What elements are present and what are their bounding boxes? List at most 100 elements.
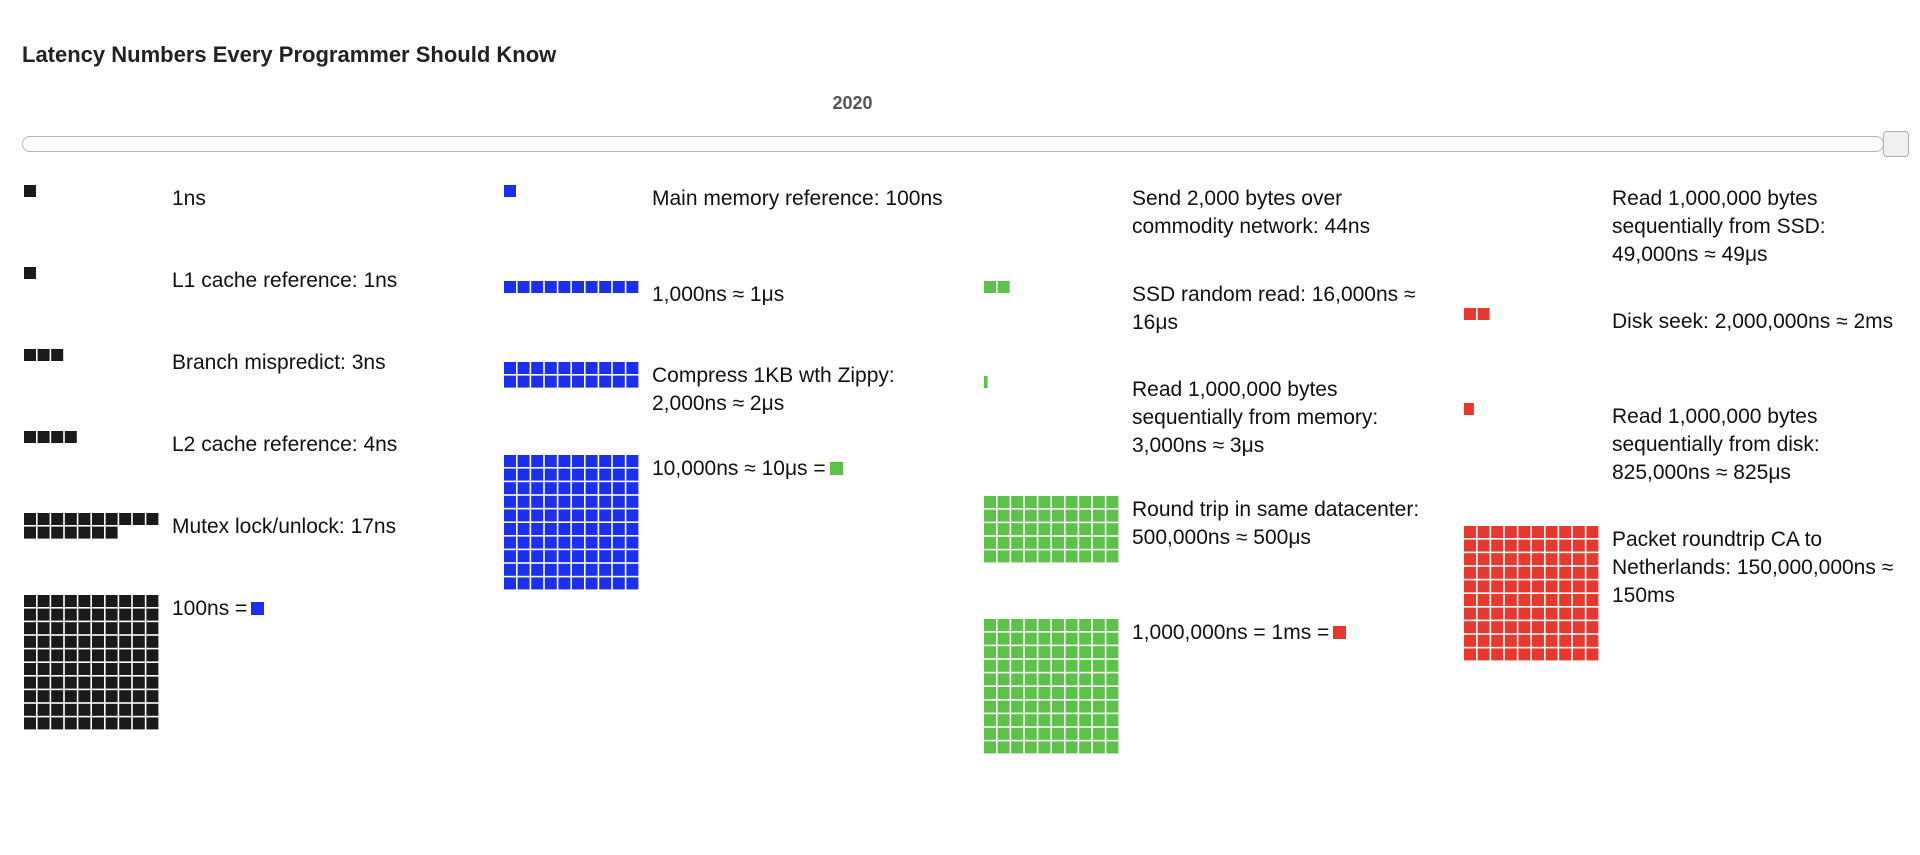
block-unit — [1545, 539, 1558, 552]
block-unit — [37, 608, 50, 621]
block-unit — [1079, 741, 1092, 754]
block-unit — [1011, 741, 1024, 754]
block-unit — [1092, 523, 1105, 536]
block-unit — [1464, 539, 1476, 552]
block-unit — [1011, 700, 1024, 713]
block-unit — [1504, 526, 1517, 538]
block-unit — [531, 468, 544, 481]
block-unit — [1038, 727, 1051, 740]
block-unit — [1477, 539, 1490, 552]
block-unit — [1024, 700, 1037, 713]
block-unit — [1532, 594, 1544, 606]
block-unit — [517, 563, 530, 576]
block-unit — [1024, 509, 1037, 522]
block-unit — [626, 550, 639, 563]
block-unit — [64, 608, 77, 621]
block-unit — [599, 509, 612, 522]
block-unit — [64, 635, 77, 648]
block-unit — [1024, 687, 1037, 699]
block-unit — [146, 608, 159, 621]
block-unit — [132, 595, 145, 607]
block-unit — [612, 550, 625, 563]
block-unit — [1477, 594, 1490, 606]
block-unit — [51, 513, 64, 525]
block-unit — [1504, 607, 1517, 620]
block-unit — [1504, 621, 1517, 634]
block-unit — [1106, 687, 1119, 699]
block-unit — [1079, 646, 1092, 659]
block-unit — [1532, 539, 1544, 552]
block-unit — [24, 690, 36, 703]
block-unit — [531, 563, 544, 576]
latency-label: SSD random read: 16,000ns ≈ 16μs — [1132, 283, 1416, 334]
block-unit — [599, 577, 612, 590]
block-unit — [1024, 619, 1037, 631]
block-unit — [64, 622, 77, 635]
block-unit — [504, 362, 516, 374]
block-unit — [984, 376, 988, 388]
block-unit — [92, 703, 104, 716]
block-unit — [1052, 536, 1064, 549]
block-unit — [1011, 632, 1024, 645]
year-slider[interactable] — [22, 136, 1884, 152]
block-unit — [78, 676, 91, 689]
block-unit — [64, 690, 77, 703]
block-unit — [1011, 687, 1024, 699]
block-unit — [558, 281, 571, 293]
block-unit — [51, 635, 64, 648]
block-unit — [1545, 648, 1558, 661]
block-unit — [1092, 700, 1105, 713]
block-unit — [599, 281, 612, 293]
block-unit — [612, 495, 625, 508]
block-unit — [1011, 714, 1024, 727]
block-unit — [24, 649, 36, 662]
block-unit — [1559, 566, 1572, 579]
block-unit — [504, 468, 516, 481]
block-unit — [1052, 550, 1064, 563]
block-unit — [1464, 634, 1476, 647]
block-unit — [558, 563, 571, 576]
block-unit — [504, 495, 516, 508]
latency-label: L1 cache reference: 1ns — [172, 269, 398, 292]
block-unit — [1052, 741, 1064, 754]
block-unit — [24, 622, 36, 635]
block-unit — [1024, 727, 1037, 740]
block-unit — [119, 608, 132, 621]
block-unit — [1024, 523, 1037, 536]
block-visual — [984, 376, 998, 390]
block-unit — [78, 717, 91, 730]
block-unit — [1559, 634, 1572, 647]
block-unit — [1011, 509, 1024, 522]
block-unit — [558, 455, 571, 467]
block-unit — [504, 536, 516, 549]
latency-label: Mutex lock/unlock: 17ns — [172, 515, 397, 538]
block-unit — [626, 495, 639, 508]
block-unit — [585, 495, 598, 508]
block-unit — [1079, 536, 1092, 549]
block-unit — [119, 676, 132, 689]
block-unit — [612, 362, 625, 374]
block-unit — [1106, 727, 1119, 740]
block-unit — [1038, 700, 1051, 713]
block-unit — [984, 741, 996, 754]
block-unit — [504, 577, 516, 590]
year-slider-thumb[interactable] — [1883, 131, 1909, 157]
block-unit — [1079, 523, 1092, 536]
block-unit — [1518, 539, 1531, 552]
block-unit — [119, 595, 132, 607]
latency-label: Read 1,000,000 bytes sequentially from d… — [1612, 405, 1820, 484]
block-unit — [1572, 594, 1585, 606]
block-visual — [984, 281, 1012, 295]
block-unit — [558, 468, 571, 481]
block-unit — [78, 635, 91, 648]
block-unit — [24, 635, 36, 648]
block-unit — [1024, 673, 1037, 686]
block-grid — [504, 185, 516, 197]
block-grid — [504, 281, 639, 293]
block-unit — [1065, 727, 1078, 740]
block-unit — [558, 375, 571, 388]
block-unit — [572, 509, 584, 522]
block-grid — [24, 267, 36, 279]
block-unit — [544, 550, 557, 563]
block-unit — [1038, 550, 1051, 563]
